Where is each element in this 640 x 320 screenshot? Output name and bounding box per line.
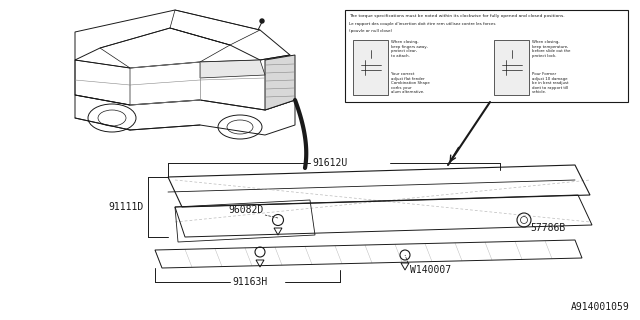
- Polygon shape: [353, 40, 388, 95]
- Text: W140007: W140007: [410, 265, 451, 275]
- Text: The torque specifications must be noted within its clockwise for fully opened an: The torque specifications must be noted …: [349, 14, 564, 18]
- Text: When closing,
keep temperature,
before slide out the
protect lock.: When closing, keep temperature, before s…: [532, 40, 570, 58]
- Bar: [345, 10, 628, 102]
- Text: 57786B: 57786B: [530, 223, 565, 233]
- Text: When closing,
keep fingers away,
protect clear,
to attach.: When closing, keep fingers away, protect…: [391, 40, 428, 58]
- Circle shape: [260, 19, 264, 23]
- Text: Your correct
adjust flat fender
Combination Shape
corks your
alum alternative.: Your correct adjust flat fender Combinat…: [391, 72, 429, 94]
- Text: 91612U: 91612U: [312, 158, 348, 168]
- Text: 96082D: 96082D: [228, 205, 263, 215]
- Text: 91111D: 91111D: [109, 202, 144, 212]
- Polygon shape: [265, 55, 295, 110]
- Polygon shape: [494, 40, 529, 95]
- Text: 91163H: 91163H: [232, 277, 268, 287]
- Text: Pour Former
adjust 10 damage
be in best readjust
dont to rapport till
vehicle.: Pour Former adjust 10 damage be in best …: [532, 72, 568, 94]
- Text: Le rapport des couple d'insertion doit être rem utilisez contre les forces: Le rapport des couple d'insertion doit ê…: [349, 22, 495, 26]
- Text: A914001059: A914001059: [572, 302, 630, 312]
- Text: (pouvle or null close): (pouvle or null close): [349, 29, 392, 33]
- Polygon shape: [200, 60, 265, 78]
